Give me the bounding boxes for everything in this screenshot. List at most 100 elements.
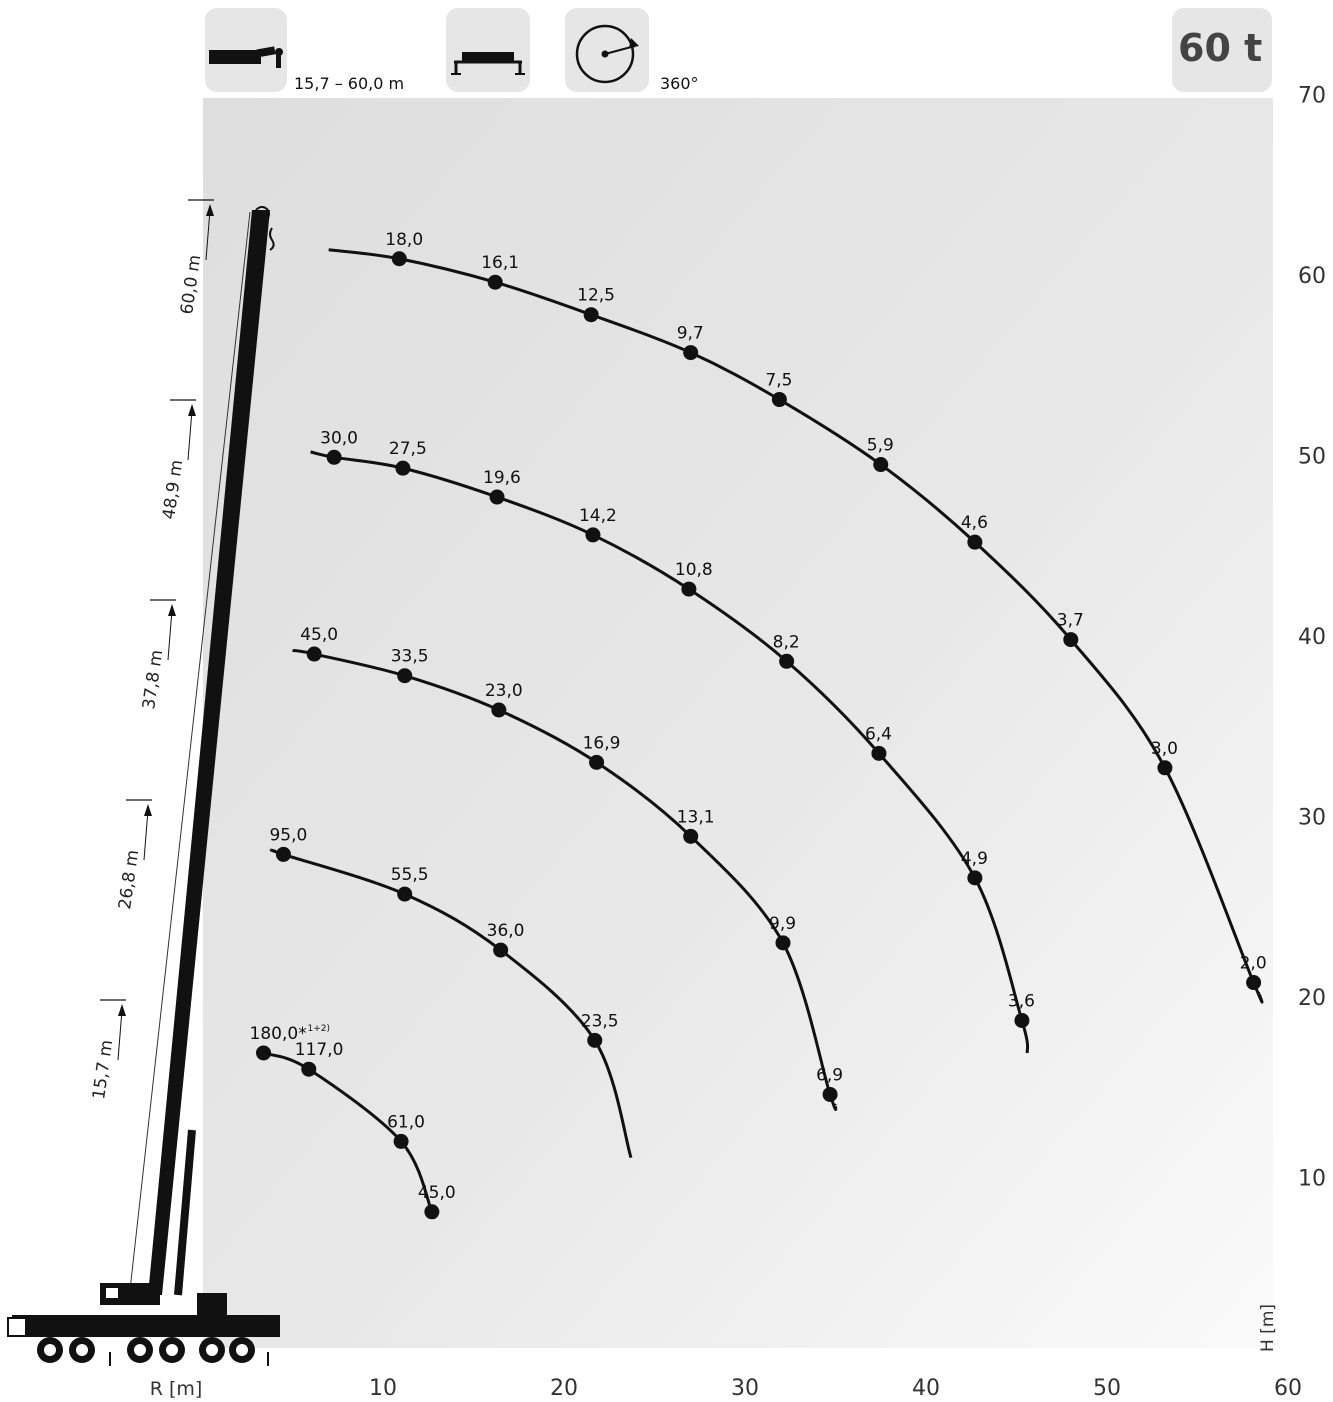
data-point (397, 668, 413, 684)
wheel-hub-icon (206, 1344, 218, 1356)
data-label: 16,9 (583, 733, 621, 753)
y-tick-label: 20 (1298, 986, 1326, 1011)
boom-tag (205, 8, 287, 92)
slew-tag (565, 8, 649, 92)
x-tick-label: 60 (1274, 1376, 1302, 1401)
data-label: 55,5 (391, 865, 429, 885)
data-label: 6,9 (816, 1065, 843, 1085)
data-label: 45,0 (300, 625, 338, 645)
load-curves: 180,0* 1+2) 117,0 61,0 45,0 95,0 55,5 36,0 23,5 4… (250, 230, 1267, 1220)
data-point (583, 307, 599, 323)
data-point (391, 251, 407, 267)
x-tick-label: 20 (550, 1376, 578, 1401)
data-point (1246, 975, 1262, 991)
dimension-line (167, 609, 173, 661)
data-point (771, 392, 787, 408)
y-tick-label: 70 (1298, 84, 1326, 109)
arrow-up-icon (206, 204, 214, 216)
data-point (967, 870, 983, 886)
boom-range: 15,7 – 60,0 m (294, 74, 405, 93)
data-label: 4,6 (961, 513, 988, 533)
data-point (395, 460, 411, 476)
data-point (967, 534, 983, 550)
axis-ticks: 10 20 30 40 50 60 10 20 30 40 50 60 70 R [m] H [m] (150, 84, 1326, 1402)
y-tick-label: 60 (1298, 264, 1326, 289)
carrier-chassis-icon (12, 1315, 280, 1337)
wheel-hub-icon (44, 1344, 56, 1356)
data-label: 30,0 (320, 428, 358, 448)
data-point (871, 745, 887, 761)
x-tick-label: 30 (731, 1376, 759, 1401)
outrigger-icon (451, 52, 525, 75)
data-label: 8,2 (773, 632, 800, 652)
data-label: 12,5 (577, 286, 615, 306)
x-tick-label: 50 (1093, 1376, 1121, 1401)
wheel-hub-icon (236, 1344, 248, 1356)
data-label: 180,0* (250, 1024, 307, 1044)
data-point (301, 1061, 317, 1077)
data-point (585, 527, 601, 543)
data-point (683, 345, 699, 361)
data-point (493, 942, 509, 958)
data-point (326, 449, 342, 465)
boom-guide-line (129, 211, 251, 1291)
data-label: 16,1 (481, 253, 519, 273)
data-label: 45,0 (418, 1183, 456, 1203)
y-tick-label: 30 (1298, 806, 1326, 831)
boom-length-dimensions: 15,7 m 26,8 m 37,8 m 48,9 m 60,0 m (89, 199, 214, 1101)
data-label: 10,8 (675, 560, 713, 580)
slewing-circle-icon (575, 24, 639, 84)
boom-icon (148, 210, 270, 1295)
y-tick-label: 50 (1298, 445, 1326, 470)
data-label: 117,0 (295, 1040, 344, 1060)
y-axis-label: H [m] (1258, 1304, 1278, 1352)
data-point (1063, 632, 1079, 648)
capacity-tag: 60 t (1172, 8, 1272, 92)
x-tick-label: 40 (912, 1376, 940, 1401)
data-label: 36,0 (487, 921, 525, 941)
cab-window-icon (106, 1288, 118, 1298)
data-label: 7,5 (765, 371, 792, 391)
data-label: 6,4 (865, 724, 892, 744)
data-label: 33,5 (391, 647, 429, 667)
boom-length-label: 48,9 m (159, 459, 187, 521)
data-label: 5,9 (867, 436, 894, 456)
telescopic-boom-icon (209, 46, 283, 68)
boom-length-label: 60,0 m (177, 254, 205, 316)
hook-icon (269, 227, 275, 251)
series-line (292, 648, 838, 1111)
data-point (587, 1032, 603, 1048)
dimension-line (187, 409, 193, 461)
data-label: 4,9 (961, 849, 988, 869)
boom-head-icon (254, 206, 270, 222)
boom-length-label: 37,8 m (139, 649, 167, 711)
data-label: 61,0 (387, 1112, 425, 1132)
arrow-up-icon (188, 404, 196, 416)
data-point (822, 1086, 838, 1102)
data-point (397, 886, 413, 902)
data-label: 2,0 (1240, 954, 1267, 974)
data-label: 9,7 (677, 324, 704, 344)
data-label: 19,6 (483, 468, 521, 488)
data-point (1014, 1012, 1030, 1028)
luffing-cylinder-icon (174, 1129, 196, 1296)
data-point (487, 274, 503, 290)
arrow-up-icon (168, 604, 176, 616)
data-label: 3,7 (1057, 611, 1084, 631)
data-label: 23,5 (581, 1011, 619, 1031)
data-point (683, 828, 699, 844)
dimension-line (205, 209, 211, 261)
arrow-up-icon (144, 804, 152, 816)
capacity-label: 60 t (1178, 26, 1263, 70)
arrow-up-icon (118, 1004, 126, 1016)
data-point (589, 754, 605, 770)
x-tick-label: 10 (369, 1376, 397, 1401)
dimension-line (117, 1009, 123, 1061)
y-tick-label: 10 (1298, 1167, 1326, 1192)
data-label: 27,5 (389, 439, 427, 459)
data-point (681, 581, 697, 597)
data-point (306, 646, 322, 662)
wheel-hub-icon (76, 1344, 88, 1356)
data-point (873, 457, 889, 473)
dimension-line (143, 809, 149, 861)
